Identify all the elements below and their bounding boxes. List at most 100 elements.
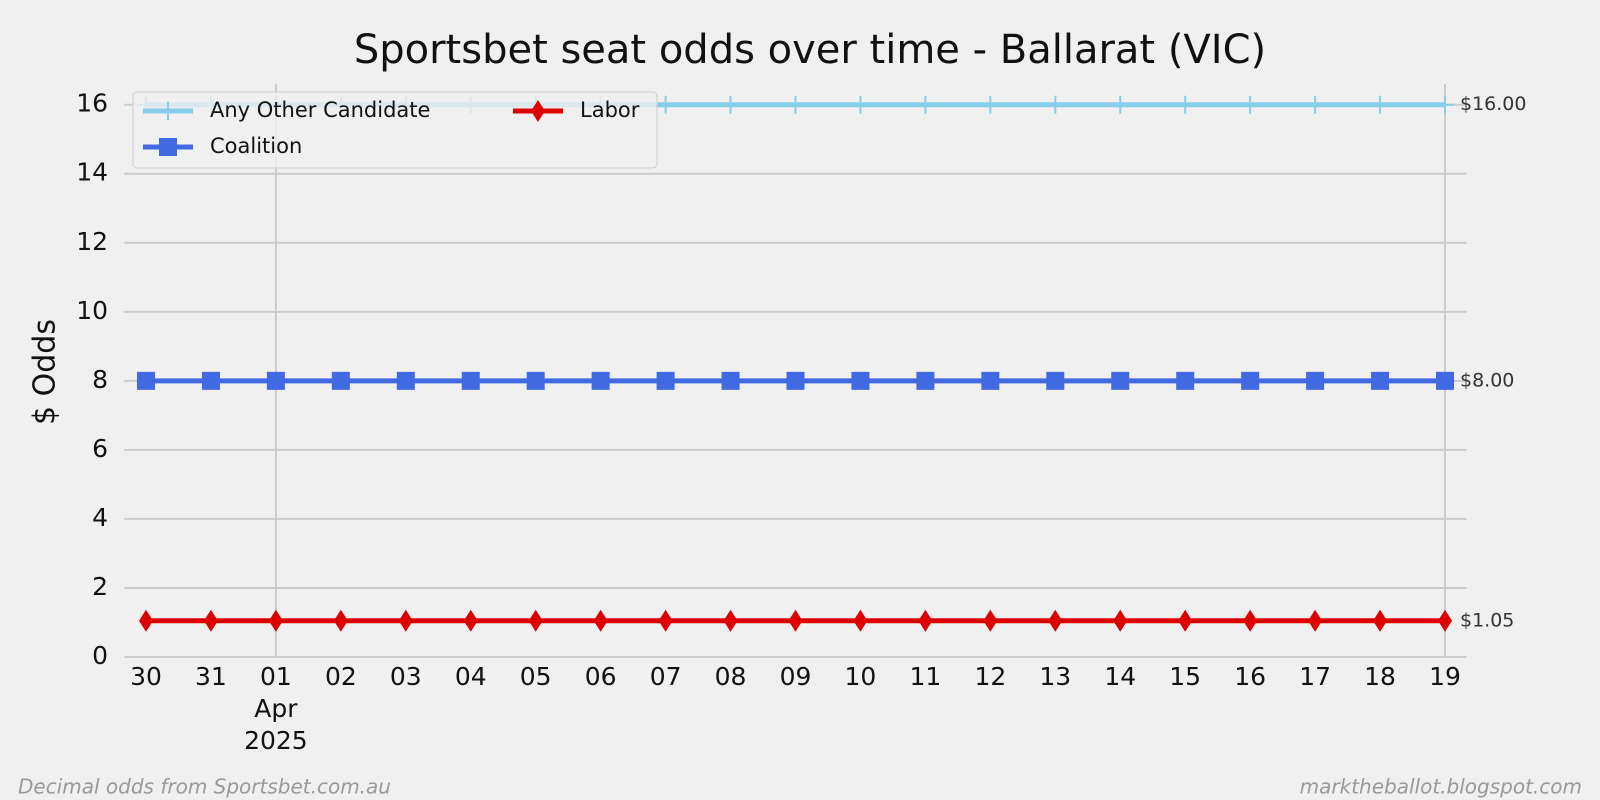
y-tick-label: 14 (76, 158, 108, 187)
marker (916, 371, 935, 390)
marker (721, 95, 740, 114)
marker (159, 138, 177, 156)
marker (918, 609, 933, 632)
marker (786, 95, 805, 114)
marker (1308, 609, 1323, 632)
y-tick-label: 4 (92, 503, 108, 532)
y-tick-label: 0 (92, 641, 108, 670)
marker (1176, 95, 1195, 114)
marker (1048, 609, 1063, 632)
marker (1176, 371, 1195, 390)
end-label: $16.00 (1460, 93, 1526, 115)
marker (721, 371, 740, 390)
x-tick-label: 07 (650, 662, 682, 691)
marker (656, 371, 675, 390)
x-tick-label: 12 (974, 662, 1006, 691)
marker (1046, 371, 1065, 390)
marker (658, 609, 673, 632)
x-tick-label: 06 (585, 662, 617, 691)
marker (159, 102, 177, 120)
y-tick-label: 6 (92, 434, 108, 463)
marker (1178, 609, 1193, 632)
y-tick-label: 2 (92, 572, 108, 601)
marker (853, 609, 868, 632)
chart-title: Sportsbet seat odds over time - Ballarat… (354, 27, 1266, 73)
x-tick-label: 11 (909, 662, 941, 691)
marker (137, 371, 155, 390)
y-axis-label: $ Odds (28, 319, 63, 425)
x-tick-label: 01 (260, 662, 292, 691)
marker (203, 609, 218, 632)
marker (593, 609, 608, 632)
marker (268, 609, 283, 632)
legend-label: Any Other Candidate (210, 98, 430, 122)
x-tick-label: 05 (520, 662, 552, 691)
marker (266, 371, 285, 390)
x-tick-label: 10 (845, 662, 877, 691)
marker (981, 95, 1000, 114)
marker (398, 609, 413, 632)
x-tick-label: 09 (780, 662, 812, 691)
legend-label: Labor (580, 98, 640, 122)
footer-left: Decimal odds from Sportsbet.com.au (18, 775, 391, 799)
x-tick-label: 30 (130, 662, 162, 691)
x-tick-label: 08 (715, 662, 747, 691)
y-tick-label: 10 (76, 296, 108, 325)
marker (528, 609, 543, 632)
marker (526, 371, 545, 390)
marker (1438, 609, 1452, 632)
marker (786, 371, 805, 390)
x-tick-label: 17 (1299, 662, 1331, 691)
marker (463, 609, 478, 632)
marker (1436, 371, 1454, 390)
marker (916, 95, 935, 114)
x-year-label: 2025 (244, 726, 308, 755)
marker (983, 609, 998, 632)
marker (1241, 95, 1260, 114)
y-tick-label: 16 (76, 89, 108, 118)
marker (723, 609, 738, 632)
marker (1436, 95, 1454, 114)
marker (1243, 609, 1258, 632)
marker (591, 371, 610, 390)
marker (851, 371, 870, 390)
marker (333, 609, 348, 632)
y-tick-label: 12 (76, 227, 108, 256)
end-label: $1.05 (1460, 609, 1514, 631)
marker (1306, 371, 1325, 390)
marker (331, 371, 350, 390)
end-label: $8.00 (1460, 369, 1514, 391)
footer-right: marktheballot.blogspot.com (1300, 775, 1582, 799)
marker (139, 609, 153, 632)
marker (396, 371, 415, 390)
marker (1241, 371, 1260, 390)
marker (461, 371, 480, 390)
legend-label: Coalition (210, 134, 302, 158)
marker (1046, 95, 1065, 114)
x-tick-label: 19 (1429, 662, 1461, 691)
x-tick-label: 03 (390, 662, 422, 691)
x-tick-label: 18 (1364, 662, 1396, 691)
marker (1371, 371, 1390, 390)
x-tick-label: 31 (195, 662, 227, 691)
x-tick-label: 13 (1039, 662, 1071, 691)
x-tick-label: 02 (325, 662, 357, 691)
marker (1113, 609, 1128, 632)
marker (1306, 95, 1325, 114)
marker (981, 371, 1000, 390)
x-tick-label: 16 (1234, 662, 1266, 691)
marker (851, 95, 870, 114)
marker (201, 371, 220, 390)
marker (1371, 95, 1390, 114)
x-month-label: Apr (254, 694, 298, 723)
marker (788, 609, 803, 632)
marker (1111, 371, 1130, 390)
marker (1111, 95, 1130, 114)
marker (1373, 609, 1388, 632)
x-tick-label: 04 (455, 662, 487, 691)
y-tick-label: 8 (92, 365, 108, 394)
marker (656, 95, 675, 114)
x-tick-label: 14 (1104, 662, 1136, 691)
x-tick-label: 15 (1169, 662, 1201, 691)
